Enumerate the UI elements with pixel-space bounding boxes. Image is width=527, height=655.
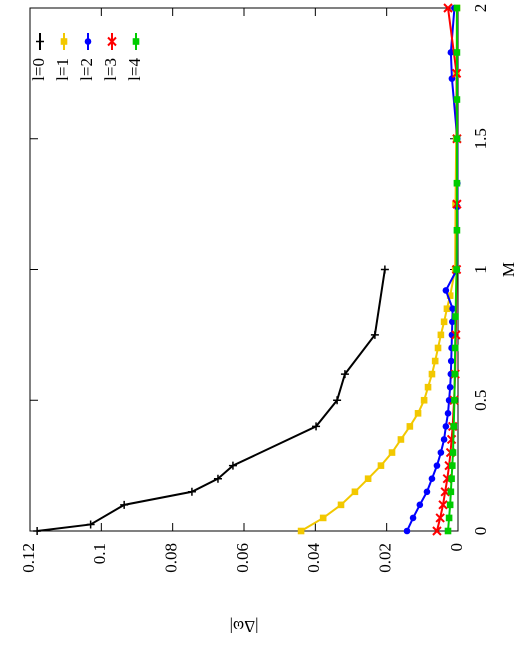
point xyxy=(340,370,349,379)
point xyxy=(434,344,442,352)
legend-label: l=3 xyxy=(101,58,120,81)
x-tick-label: 0.5 xyxy=(471,390,490,411)
y-axis-label: |Δω| xyxy=(230,617,259,636)
point xyxy=(406,423,414,430)
point xyxy=(351,488,359,496)
point xyxy=(388,449,396,456)
point xyxy=(364,475,372,482)
point xyxy=(448,462,456,469)
y-tick-label: 0.04 xyxy=(304,543,323,573)
y-tick-label: 0 xyxy=(447,543,466,552)
point xyxy=(440,436,448,443)
x-tick-label: 1 xyxy=(471,265,490,274)
point xyxy=(423,488,431,496)
point xyxy=(187,487,196,496)
point xyxy=(424,383,432,391)
series-line xyxy=(300,7,458,532)
point xyxy=(312,422,321,431)
point xyxy=(432,526,442,536)
point xyxy=(440,318,448,326)
point xyxy=(450,423,458,430)
point xyxy=(437,331,445,339)
point xyxy=(448,475,455,482)
point xyxy=(453,226,461,234)
point xyxy=(228,461,237,470)
x-axis-label: M xyxy=(499,262,518,277)
legend-label: l=4 xyxy=(125,58,144,81)
point xyxy=(447,357,455,365)
point xyxy=(453,49,461,56)
point xyxy=(213,474,222,483)
x-tick-label: 0 xyxy=(471,527,490,536)
point xyxy=(438,500,448,510)
point xyxy=(453,135,461,143)
point xyxy=(420,396,428,404)
point xyxy=(414,410,422,417)
point xyxy=(449,449,457,456)
point xyxy=(443,305,451,313)
point xyxy=(319,514,327,522)
legend-marker xyxy=(107,36,117,47)
point xyxy=(453,179,461,187)
legend-marker xyxy=(84,38,92,45)
legend-label: l=2 xyxy=(77,58,96,81)
legend-marker xyxy=(36,37,44,46)
y-tick-label: 0.02 xyxy=(376,543,395,573)
point xyxy=(416,501,424,509)
point xyxy=(448,318,456,326)
point xyxy=(428,370,436,378)
point xyxy=(435,513,445,523)
point xyxy=(403,527,411,535)
point xyxy=(444,527,452,535)
rotated-plot: 0 0.5 1 1.5 2 0 0.02 0.04 0.06 0.08 0.1 0.12 M |Δω| l=… xyxy=(19,3,518,636)
point xyxy=(442,287,450,294)
x-tick-label: 1.5 xyxy=(471,128,490,149)
point xyxy=(370,330,379,339)
point xyxy=(437,449,445,456)
point xyxy=(445,396,453,404)
point xyxy=(442,423,450,430)
point xyxy=(453,266,460,273)
point xyxy=(431,357,439,365)
point xyxy=(443,3,453,13)
point xyxy=(451,396,458,404)
point xyxy=(120,500,129,509)
point xyxy=(297,527,305,535)
point xyxy=(447,49,455,56)
point xyxy=(446,501,454,509)
point xyxy=(409,514,417,522)
point xyxy=(446,383,454,391)
point xyxy=(428,475,436,482)
point xyxy=(444,410,452,417)
point xyxy=(33,527,42,535)
point xyxy=(333,396,342,405)
y-tick-label: 0.12 xyxy=(19,543,38,573)
y-tick-label: 0.1 xyxy=(90,543,109,564)
point xyxy=(452,313,459,320)
point xyxy=(451,344,459,352)
point xyxy=(453,4,461,12)
point xyxy=(433,462,441,469)
legend-marker xyxy=(132,38,140,45)
point xyxy=(447,488,455,496)
legend-label: l=1 xyxy=(53,58,72,81)
legend-label: l=0 xyxy=(29,58,48,81)
x-tick-label: 2 xyxy=(471,4,490,13)
point xyxy=(397,436,405,443)
y-tick-label: 0.06 xyxy=(233,543,252,573)
point xyxy=(380,265,389,274)
point xyxy=(445,514,453,522)
point xyxy=(337,501,345,509)
point xyxy=(86,520,95,529)
y-tick-label: 0.08 xyxy=(162,543,181,573)
point xyxy=(451,370,459,378)
series-line xyxy=(37,269,386,532)
point xyxy=(449,305,456,313)
legend-marker xyxy=(60,38,68,45)
point xyxy=(453,96,461,103)
point xyxy=(377,462,385,469)
